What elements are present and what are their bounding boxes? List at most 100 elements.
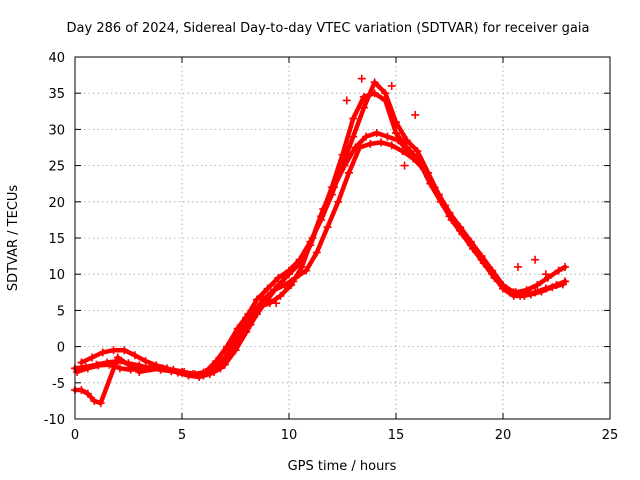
data-point	[115, 364, 124, 373]
data-point	[561, 262, 570, 271]
data-point	[317, 212, 326, 221]
data-point	[252, 310, 261, 319]
data-point	[242, 328, 251, 337]
data-point	[334, 197, 343, 206]
y-axis-label: SDTVAR / TECUs	[6, 185, 21, 292]
data-point	[338, 150, 347, 159]
x-tick-label: 15	[388, 428, 405, 443]
data-point	[274, 273, 283, 282]
data-point	[327, 183, 336, 192]
data-point	[342, 96, 351, 105]
data-point	[359, 92, 368, 101]
data-point	[178, 367, 186, 376]
data-point	[513, 262, 522, 271]
y-tick-label: 35	[48, 87, 65, 102]
data-point	[285, 270, 293, 279]
data-point	[90, 396, 99, 405]
data-point	[231, 346, 240, 355]
series-band	[72, 80, 568, 377]
data-point	[434, 190, 443, 199]
data-point	[263, 284, 272, 293]
data-point	[541, 284, 550, 293]
data-point	[531, 255, 540, 264]
data-point	[323, 223, 332, 232]
y-tick-label: -5	[52, 377, 65, 392]
series-track-a	[71, 78, 570, 379]
data-marks	[71, 74, 570, 408]
data-point	[372, 129, 381, 138]
data-point	[411, 110, 420, 119]
data-point	[370, 78, 379, 87]
data-point	[351, 143, 360, 152]
data-point	[124, 360, 133, 369]
y-tick-label: 0	[57, 341, 65, 356]
series-track-b	[77, 138, 567, 382]
series-band	[79, 140, 566, 380]
data-point	[402, 143, 411, 152]
data-point	[156, 364, 165, 373]
data-point	[445, 212, 454, 221]
plot-frame	[74, 56, 611, 420]
data-point	[141, 357, 150, 366]
data-point	[98, 348, 107, 357]
data-point	[424, 172, 433, 181]
x-axis-label: GPS time / hours	[288, 459, 397, 474]
x-tick-label: 5	[178, 428, 186, 443]
data-point	[73, 367, 82, 376]
y-tick-label: 10	[48, 268, 65, 283]
data-point	[96, 399, 105, 408]
data-point	[366, 139, 375, 148]
y-tick-label: 25	[48, 160, 65, 175]
data-point	[499, 284, 507, 293]
data-point	[220, 360, 229, 369]
data-point	[222, 342, 231, 351]
data-point	[531, 288, 540, 297]
data-point	[306, 241, 315, 250]
data-point	[210, 367, 219, 376]
data-point	[244, 310, 253, 319]
data-point	[77, 358, 86, 367]
data-point	[289, 277, 298, 286]
series-track-c	[73, 129, 570, 379]
x-tick-label: 0	[71, 428, 79, 443]
y-tick-label: 5	[57, 304, 65, 319]
y-tick-label: -10	[44, 413, 65, 428]
series-band	[74, 130, 568, 377]
axis-ticks: 0 5 10 15 20 25 -10 -5 0 5 10 15 20 25 30 35 40	[44, 51, 619, 443]
data-point	[130, 351, 139, 360]
data-point	[272, 299, 281, 308]
data-point	[302, 266, 311, 275]
chart-title: Day 286 of 2024, Sidereal Day-to-day VTE…	[67, 21, 590, 36]
data-point	[105, 360, 114, 369]
data-point	[312, 248, 321, 257]
data-point	[246, 320, 255, 329]
data-point	[413, 154, 422, 163]
data-point	[509, 291, 518, 300]
data-point	[552, 281, 561, 290]
series-outliers	[246, 74, 550, 329]
data-point	[113, 353, 122, 362]
data-point	[381, 89, 390, 98]
data-point	[488, 270, 497, 279]
data-point	[413, 147, 422, 156]
x-tick-label: 25	[602, 428, 619, 443]
data-point	[541, 270, 550, 279]
data-point	[377, 138, 386, 147]
data-point	[477, 255, 486, 264]
data-point	[561, 277, 570, 286]
data-point	[276, 291, 285, 300]
data-point	[387, 81, 396, 90]
data-point	[83, 364, 92, 373]
data-point	[387, 141, 396, 150]
y-tick-label: 20	[48, 196, 65, 211]
data-point	[533, 281, 542, 290]
data-point	[295, 255, 304, 264]
data-point	[212, 357, 221, 366]
data-point	[400, 161, 409, 170]
data-point	[88, 353, 97, 362]
data-point	[199, 371, 208, 380]
data-point	[233, 324, 242, 333]
data-point	[94, 361, 103, 370]
data-point	[522, 286, 531, 295]
